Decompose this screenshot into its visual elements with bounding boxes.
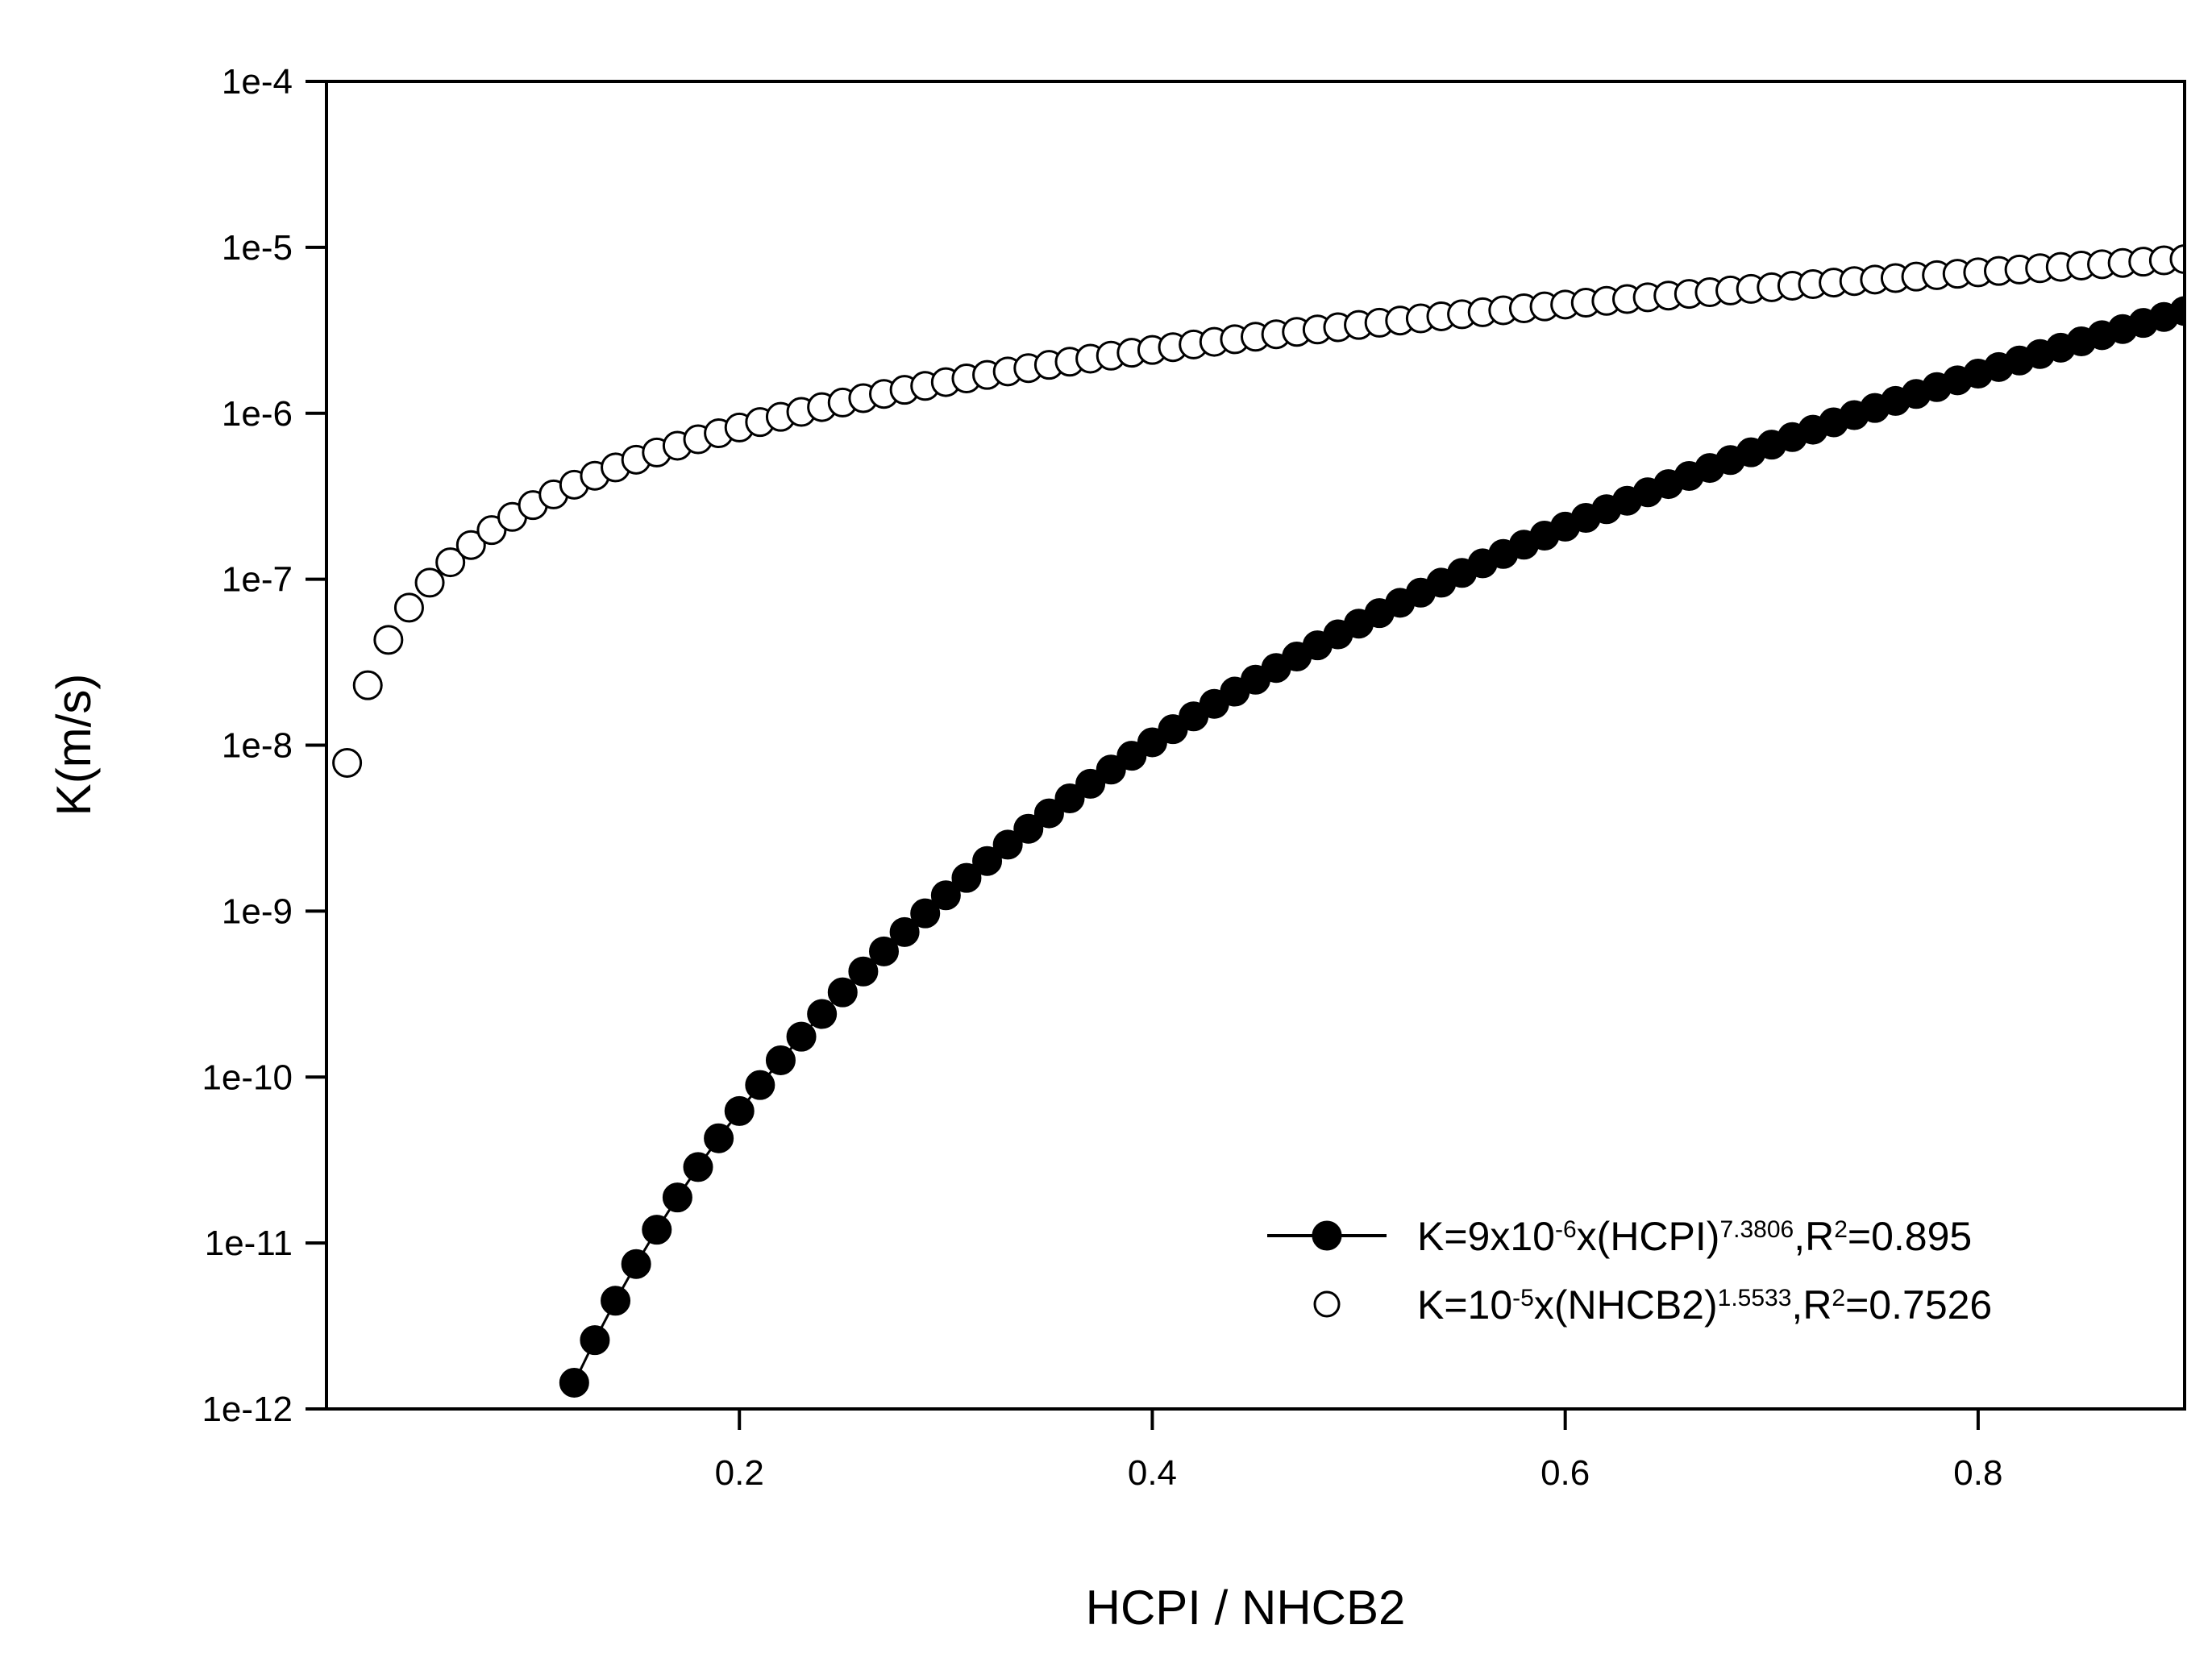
y-tick-label: 1e-8 [222, 726, 293, 766]
legend-superscript: 1.5533 [1718, 1285, 1792, 1311]
y-tick-label: 1e-9 [222, 891, 293, 931]
legend-superscript: -6 [1555, 1216, 1577, 1243]
legend-label-2: K=10-5x(NHCB2)1.5533,R2=0.7526 [1417, 1282, 1992, 1328]
legend-text-part: ,R [1791, 1282, 1832, 1328]
series-1-point [704, 1123, 734, 1153]
legend-superscript: -5 [1512, 1285, 1534, 1311]
series-1-point [559, 1367, 589, 1398]
legend-text-part: =0.895 [1848, 1214, 1972, 1259]
series-1-point [2169, 296, 2185, 326]
legend-superscript: 2 [1834, 1216, 1848, 1243]
series-2-point [393, 592, 424, 623]
series-1-point [1096, 754, 1126, 785]
legend-marker-1 [1312, 1220, 1342, 1251]
series-2 [332, 244, 2185, 778]
x-axis: 0.2 0.4 0.6 0.8 [715, 1409, 2002, 1493]
series-1-point [848, 956, 879, 987]
series-1-point [972, 846, 1003, 876]
x-axis-title: HCPI / NHCB2 [1086, 1581, 1406, 1635]
legend-marker-2 [1313, 1290, 1341, 1318]
x-tick-label: 0.8 [1953, 1453, 2002, 1493]
legend-label-1: K=9x10-6x(HCPI)7.3806,R2=0.895 [1417, 1214, 1972, 1259]
y-tick-label: 1e-4 [222, 62, 293, 102]
series-2-point [352, 670, 383, 700]
y-tick-label: 1e-11 [205, 1224, 293, 1263]
series-1-point [724, 1095, 755, 1126]
series-1-point [889, 916, 920, 947]
series-1 [559, 296, 2185, 1398]
series-1-point [807, 999, 838, 1029]
series-1-point [601, 1286, 631, 1316]
series-2-point [2169, 244, 2185, 275]
legend-text-part: x(HCPI) [1577, 1214, 1720, 1259]
x-tick-label: 0.4 [1128, 1453, 1177, 1493]
series-1-point [621, 1249, 651, 1279]
legend-text-part: K=10 [1417, 1282, 1512, 1328]
series-1-point [580, 1325, 610, 1356]
series-1-point [1075, 768, 1106, 799]
legend-superscript: 7.3806 [1719, 1216, 1794, 1243]
series-1-point [662, 1182, 692, 1213]
legend-text-part: x(NHCB2) [1534, 1282, 1718, 1328]
legend-text-part: =0.7526 [1845, 1282, 1992, 1328]
series-1-point [1116, 741, 1147, 771]
series-1-point [869, 936, 899, 966]
series-1-point [786, 1021, 817, 1052]
series-2-point [455, 530, 486, 560]
y-tick-label: 1e-12 [202, 1390, 293, 1429]
legend: K=9x10-6x(HCPI)7.3806,R2=0.895K=10-5x(NH… [1267, 1214, 1992, 1328]
x-tick-label: 0.6 [1540, 1453, 1590, 1493]
legend-text-part: K=9x10 [1417, 1214, 1555, 1259]
series-1-point [1054, 783, 1085, 813]
series-1-point [951, 862, 982, 893]
y-tick-label: 1e-6 [222, 394, 293, 434]
series-1-point [930, 880, 961, 911]
y-tick-label: 1e-7 [222, 560, 293, 600]
y-axis: 1e-12 1e-11 1e-10 1e-9 1e-8 1e-7 1e-6 1e-5 1e-4 [202, 62, 326, 1429]
series-2-point [373, 625, 404, 655]
x-tick-label: 0.2 [715, 1453, 764, 1493]
series-1-point [910, 898, 941, 929]
series-2-point [332, 747, 363, 778]
series-1-point [642, 1215, 672, 1245]
plot-marks [332, 244, 2185, 1398]
series-2-point [435, 547, 466, 578]
series-1-point [745, 1070, 775, 1100]
series-1-point [827, 977, 858, 1008]
legend-text-part: ,R [1794, 1214, 1834, 1259]
series-1-point [683, 1152, 713, 1182]
series-1-point [765, 1045, 796, 1075]
series-1-point [1033, 798, 1064, 829]
series-2-point [414, 567, 445, 598]
legend-superscript: 2 [1832, 1285, 1845, 1311]
y-axis-title: K(m/s) [47, 674, 101, 817]
series-1-point [992, 829, 1023, 860]
y-tick-label: 1e-10 [202, 1058, 293, 1097]
series-1-point [1013, 813, 1044, 844]
y-tick-label: 1e-5 [222, 228, 293, 268]
